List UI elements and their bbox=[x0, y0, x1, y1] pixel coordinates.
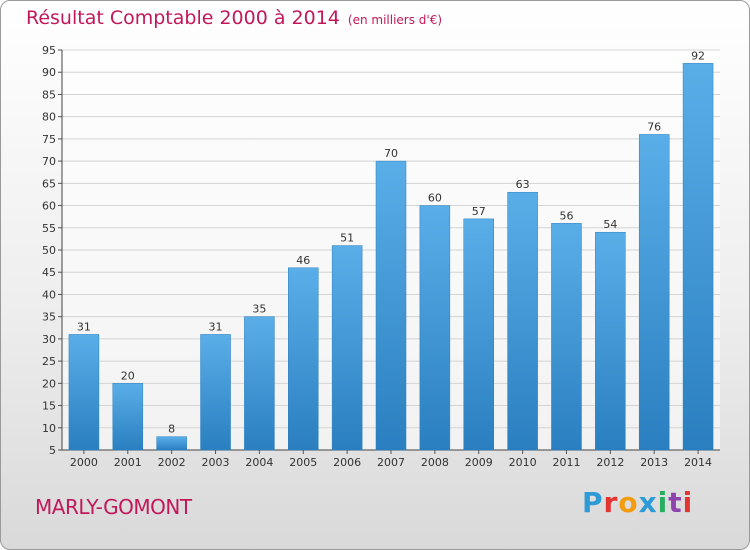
data-label: 35 bbox=[252, 303, 266, 316]
bar bbox=[244, 316, 275, 451]
y-tick-label: 35 bbox=[42, 311, 56, 324]
chart-unit: (en milliers d'€) bbox=[347, 13, 443, 27]
y-tick-label: 25 bbox=[42, 355, 56, 368]
y-tick-label: 5 bbox=[49, 444, 56, 457]
data-label: 92 bbox=[691, 49, 705, 62]
x-tick-label: 2005 bbox=[289, 456, 317, 469]
x-tick-label: 2011 bbox=[552, 456, 580, 469]
logo-letter: i bbox=[682, 486, 694, 519]
y-tick-label: 40 bbox=[42, 288, 56, 301]
data-label: 63 bbox=[516, 178, 530, 191]
data-label: 46 bbox=[296, 254, 310, 267]
logo-letter: i bbox=[657, 486, 669, 519]
x-tick-label: 2013 bbox=[640, 456, 668, 469]
bar bbox=[156, 436, 187, 451]
bar bbox=[419, 205, 451, 451]
y-tick-label: 85 bbox=[42, 88, 56, 101]
logo-letter: t bbox=[668, 486, 683, 519]
data-label: 60 bbox=[428, 192, 442, 205]
data-label: 31 bbox=[209, 320, 223, 333]
x-tick-label: 2001 bbox=[114, 456, 142, 469]
logo-letter: P bbox=[582, 486, 604, 519]
data-label: 54 bbox=[603, 218, 617, 231]
commune-name: MARLY-GOMONT bbox=[35, 495, 192, 519]
data-label: 57 bbox=[472, 205, 486, 218]
logo-letter: x bbox=[638, 486, 658, 519]
x-tick-label: 2007 bbox=[377, 456, 405, 469]
x-tick-label: 2014 bbox=[684, 456, 712, 469]
x-tick-label: 2000 bbox=[70, 456, 98, 469]
y-tick-label: 65 bbox=[42, 177, 56, 190]
data-label: 51 bbox=[340, 232, 354, 245]
x-tick-label: 2008 bbox=[421, 456, 449, 469]
y-tick-label: 15 bbox=[42, 400, 56, 413]
bar bbox=[331, 245, 363, 451]
bar bbox=[638, 134, 670, 451]
x-tick-label: 2012 bbox=[596, 456, 624, 469]
bar bbox=[375, 160, 407, 451]
bar bbox=[682, 63, 714, 451]
y-tick-label: 90 bbox=[42, 66, 56, 79]
bar bbox=[595, 231, 626, 451]
y-tick-label: 55 bbox=[42, 222, 56, 235]
bar bbox=[463, 218, 494, 451]
y-tick-label: 50 bbox=[42, 244, 56, 257]
x-tick-label: 2004 bbox=[245, 456, 273, 469]
y-tick-label: 75 bbox=[42, 133, 56, 146]
y-tick-label: 60 bbox=[42, 200, 56, 213]
data-label: 20 bbox=[121, 369, 135, 382]
bar bbox=[551, 223, 582, 451]
x-tick-label: 2010 bbox=[509, 456, 537, 469]
data-label: 76 bbox=[647, 120, 661, 133]
y-tick-label: 20 bbox=[42, 377, 56, 390]
x-tick-label: 2006 bbox=[333, 456, 361, 469]
bar bbox=[112, 383, 144, 451]
logo-letter: r bbox=[603, 486, 619, 519]
y-tick-label: 95 bbox=[42, 44, 56, 57]
bar bbox=[200, 334, 231, 451]
y-tick-label: 70 bbox=[42, 155, 56, 168]
data-label: 31 bbox=[77, 320, 91, 333]
x-tick-label: 2002 bbox=[158, 456, 186, 469]
x-tick-label: 2003 bbox=[202, 456, 230, 469]
proxiti-logo: Proxiti bbox=[582, 486, 693, 519]
y-tick-label: 30 bbox=[42, 333, 56, 346]
chart-title-text: Résultat Comptable 2000 à 2014 bbox=[26, 7, 340, 29]
y-tick-label: 10 bbox=[42, 422, 56, 435]
data-label: 8 bbox=[168, 423, 175, 436]
y-tick-label: 45 bbox=[42, 266, 56, 279]
bar bbox=[288, 267, 319, 451]
data-label: 70 bbox=[384, 147, 398, 160]
chart-title: Résultat Comptable 2000 à 2014 (en millie… bbox=[26, 7, 442, 29]
logo-letter: o bbox=[618, 486, 639, 519]
y-tick-label: 80 bbox=[42, 111, 56, 124]
x-tick-label: 2009 bbox=[465, 456, 493, 469]
data-label: 56 bbox=[559, 209, 573, 222]
bar bbox=[68, 334, 100, 451]
bar bbox=[507, 191, 538, 451]
